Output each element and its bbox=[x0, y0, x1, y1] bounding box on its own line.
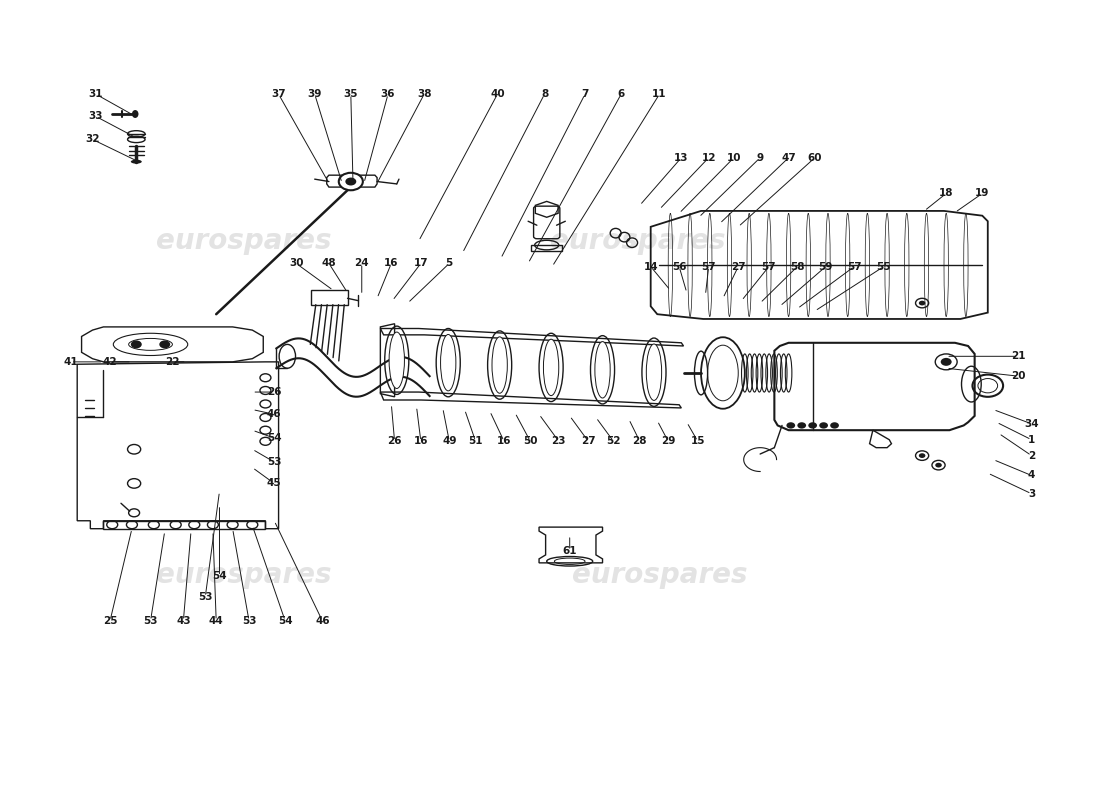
Text: 50: 50 bbox=[524, 436, 538, 446]
Text: 57: 57 bbox=[761, 262, 777, 271]
Text: 57: 57 bbox=[702, 262, 716, 271]
Text: 5: 5 bbox=[446, 258, 453, 268]
Text: 6: 6 bbox=[617, 89, 625, 99]
Ellipse shape bbox=[543, 339, 559, 396]
Text: 22: 22 bbox=[165, 357, 179, 367]
Text: 21: 21 bbox=[1011, 351, 1025, 362]
Text: 47: 47 bbox=[781, 153, 796, 162]
Text: 16: 16 bbox=[384, 258, 398, 268]
Circle shape bbox=[820, 422, 828, 429]
Text: 4: 4 bbox=[1027, 470, 1035, 481]
Text: 27: 27 bbox=[730, 262, 746, 271]
Circle shape bbox=[160, 341, 170, 348]
Text: 49: 49 bbox=[442, 436, 456, 446]
Text: 48: 48 bbox=[321, 258, 337, 268]
Text: 34: 34 bbox=[1024, 419, 1038, 429]
Text: 26: 26 bbox=[267, 387, 282, 397]
Text: 8: 8 bbox=[541, 89, 548, 99]
Ellipse shape bbox=[339, 173, 363, 190]
Text: 54: 54 bbox=[212, 571, 227, 582]
Text: 14: 14 bbox=[644, 262, 658, 271]
Text: 17: 17 bbox=[414, 258, 428, 268]
Text: 53: 53 bbox=[198, 592, 212, 602]
Text: 28: 28 bbox=[632, 436, 647, 446]
Text: 56: 56 bbox=[672, 262, 686, 271]
Text: eurospares: eurospares bbox=[550, 227, 725, 255]
Text: 20: 20 bbox=[1011, 371, 1025, 381]
Text: 55: 55 bbox=[877, 262, 891, 271]
Text: 31: 31 bbox=[89, 89, 103, 99]
Text: 61: 61 bbox=[562, 546, 578, 556]
Circle shape bbox=[830, 422, 839, 429]
Text: 54: 54 bbox=[278, 616, 293, 626]
Circle shape bbox=[786, 422, 795, 429]
Text: eurospares: eurospares bbox=[572, 561, 747, 589]
Text: 44: 44 bbox=[209, 616, 223, 626]
Circle shape bbox=[935, 462, 942, 467]
Text: 9: 9 bbox=[757, 153, 763, 162]
Circle shape bbox=[808, 422, 817, 429]
Text: 27: 27 bbox=[581, 436, 595, 446]
Circle shape bbox=[918, 301, 925, 306]
Text: 12: 12 bbox=[702, 153, 716, 162]
Text: 40: 40 bbox=[491, 89, 505, 99]
Text: 25: 25 bbox=[102, 616, 118, 626]
Text: 13: 13 bbox=[674, 153, 689, 162]
Text: 1: 1 bbox=[1027, 434, 1035, 445]
Text: 7: 7 bbox=[581, 89, 589, 99]
Text: 39: 39 bbox=[308, 89, 322, 99]
Ellipse shape bbox=[441, 334, 455, 391]
Text: 11: 11 bbox=[652, 89, 667, 99]
Text: 51: 51 bbox=[469, 436, 483, 446]
Text: 26: 26 bbox=[387, 436, 402, 446]
Text: 53: 53 bbox=[267, 457, 282, 467]
Text: 29: 29 bbox=[661, 436, 675, 446]
Text: 41: 41 bbox=[64, 357, 78, 367]
Text: 37: 37 bbox=[272, 89, 286, 99]
Text: 52: 52 bbox=[606, 436, 620, 446]
Ellipse shape bbox=[345, 178, 356, 186]
Text: 45: 45 bbox=[267, 478, 282, 489]
Ellipse shape bbox=[647, 344, 661, 400]
Text: 10: 10 bbox=[727, 153, 741, 162]
Text: 57: 57 bbox=[847, 262, 861, 271]
Text: 53: 53 bbox=[143, 616, 157, 626]
Text: 46: 46 bbox=[315, 616, 330, 626]
Text: 18: 18 bbox=[939, 189, 954, 198]
Text: 16: 16 bbox=[497, 436, 512, 446]
Text: 19: 19 bbox=[975, 189, 990, 198]
Text: 46: 46 bbox=[267, 410, 282, 419]
Text: 33: 33 bbox=[89, 111, 103, 122]
Text: 3: 3 bbox=[1027, 489, 1035, 498]
Ellipse shape bbox=[492, 337, 507, 394]
Text: 54: 54 bbox=[267, 433, 282, 443]
Circle shape bbox=[940, 358, 952, 366]
Text: 42: 42 bbox=[102, 357, 118, 367]
Text: 2: 2 bbox=[1027, 450, 1035, 461]
Text: 53: 53 bbox=[242, 616, 256, 626]
Ellipse shape bbox=[595, 342, 610, 398]
Text: 35: 35 bbox=[343, 89, 359, 99]
Text: 59: 59 bbox=[818, 262, 833, 271]
Text: 58: 58 bbox=[790, 262, 804, 271]
Text: 24: 24 bbox=[354, 258, 370, 268]
Text: 60: 60 bbox=[807, 153, 822, 162]
Ellipse shape bbox=[132, 110, 139, 118]
Text: eurospares: eurospares bbox=[156, 561, 331, 589]
Text: 32: 32 bbox=[86, 134, 100, 145]
Circle shape bbox=[918, 454, 925, 458]
Text: 38: 38 bbox=[417, 89, 431, 99]
Ellipse shape bbox=[131, 160, 142, 164]
Text: 15: 15 bbox=[691, 436, 705, 446]
Text: 36: 36 bbox=[381, 89, 395, 99]
Text: 43: 43 bbox=[176, 616, 190, 626]
Ellipse shape bbox=[707, 345, 738, 401]
Text: 23: 23 bbox=[551, 436, 566, 446]
Ellipse shape bbox=[389, 332, 405, 389]
Circle shape bbox=[131, 341, 142, 348]
Text: 16: 16 bbox=[414, 436, 428, 446]
Text: eurospares: eurospares bbox=[156, 227, 331, 255]
Circle shape bbox=[798, 422, 806, 429]
Text: 30: 30 bbox=[289, 258, 304, 268]
